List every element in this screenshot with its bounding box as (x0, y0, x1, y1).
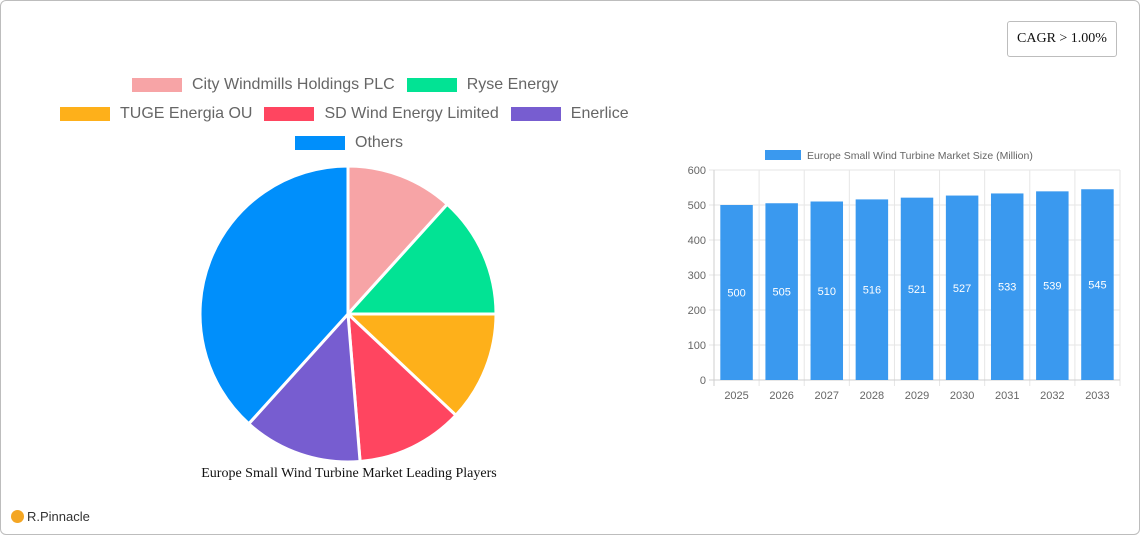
legend-swatch (132, 78, 182, 92)
y-tick-label: 100 (688, 340, 706, 352)
cagr-badge: CAGR > 1.00% (1007, 21, 1117, 57)
bar-2031[interactable] (990, 193, 1024, 380)
bar-2025[interactable] (720, 205, 753, 380)
bar-2026[interactable] (765, 203, 798, 380)
legend-swatch (406, 78, 457, 92)
bar-chart: Europe Small Wind Turbine Market Size (M… (688, 150, 1121, 402)
bar-value-label: 527 (953, 283, 971, 295)
legend-label: City Windmills Holdings PLC (192, 76, 395, 93)
x-tick-label: 2030 (950, 390, 974, 402)
bar-value-label: 539 (1043, 281, 1061, 293)
bar-2030[interactable] (945, 195, 979, 380)
bar-2029[interactable] (900, 197, 934, 380)
y-tick-label: 400 (688, 235, 706, 247)
x-tick-label: 2028 (860, 390, 884, 402)
legend-label: Others (355, 134, 404, 151)
pie-slice-ryse-energy[interactable] (344, 202, 498, 316)
legend-swatch (510, 107, 561, 121)
x-tick-label: 2032 (1040, 390, 1064, 402)
x-tick-label: 2025 (724, 390, 748, 402)
bar-value-label: 500 (727, 288, 745, 300)
legend-swatch (295, 136, 345, 150)
x-tick-label: 2031 (995, 390, 1019, 402)
legend-label: SD Wind Energy Limited (324, 105, 499, 122)
pie-slice-sd-wind-energy-limited[interactable] (346, 310, 459, 464)
bar-value-label: 510 (818, 286, 836, 298)
legend-item-city-windmills[interactable]: City Windmills Holdings PLC (132, 76, 395, 94)
y-tick-label: 200 (688, 305, 706, 317)
legend-label: Enerlice (570, 105, 629, 122)
x-tick-label: 2033 (1085, 390, 1109, 402)
bar-value-label: 505 (772, 287, 790, 299)
legend-item-enerlice[interactable]: Enerlice (510, 105, 629, 123)
bar-legend-label: Europe Small Wind Turbine Market Size (M… (807, 150, 1033, 162)
bar-value-label: 516 (863, 285, 881, 297)
logo-text: R.Pinnacle (27, 509, 90, 524)
bar-legend-swatch (765, 150, 801, 160)
bar-2027[interactable] (810, 201, 844, 381)
logo-circle-icon (11, 510, 24, 523)
bar-value-label: 545 (1088, 280, 1106, 292)
bar-2032[interactable] (1036, 191, 1069, 380)
pie-slice-others[interactable] (198, 164, 350, 426)
x-tick-label: 2027 (815, 390, 839, 402)
bar-value-label: 521 (908, 284, 926, 296)
pie-slice-city-windmills-holdings-plc[interactable] (346, 164, 450, 318)
legend-label: Ryse Energy (466, 76, 559, 93)
y-tick-label: 300 (688, 270, 706, 282)
pie-legend-row-3: Others (295, 134, 415, 152)
pie-chart (198, 164, 498, 464)
legend-swatch (60, 107, 110, 121)
legend-item-others[interactable]: Others (295, 134, 403, 152)
legend-item-tuge-energia[interactable]: TUGE Energia OU (60, 105, 252, 123)
pie-legend-row-1: City Windmills Holdings PLC Ryse Energy (132, 76, 570, 94)
pie-legend-row-2: TUGE Energia OU SD Wind Energy Limited E… (60, 105, 641, 123)
x-tick-label: 2029 (905, 390, 929, 402)
bar-2028[interactable] (855, 199, 889, 380)
y-tick-label: 600 (688, 165, 706, 177)
pie-slice-tuge-energia-ou[interactable] (344, 312, 498, 418)
pie-slice-enerlice[interactable] (246, 310, 362, 464)
pie-chart-title: Europe Small Wind Turbine Market Leading… (201, 466, 497, 481)
legend-label: TUGE Energia OU (120, 105, 253, 122)
bar-2033[interactable] (1081, 189, 1114, 380)
legend-item-ryse-energy[interactable]: Ryse Energy (406, 76, 559, 94)
y-tick-label: 500 (688, 200, 706, 212)
brand-logo: R.Pinnacle (11, 509, 90, 524)
bar-value-label: 533 (998, 282, 1016, 294)
legend-swatch (264, 107, 315, 121)
x-tick-label: 2026 (769, 390, 793, 402)
y-tick-label: 0 (700, 375, 706, 387)
legend-item-sd-wind[interactable]: SD Wind Energy Limited (264, 105, 499, 123)
